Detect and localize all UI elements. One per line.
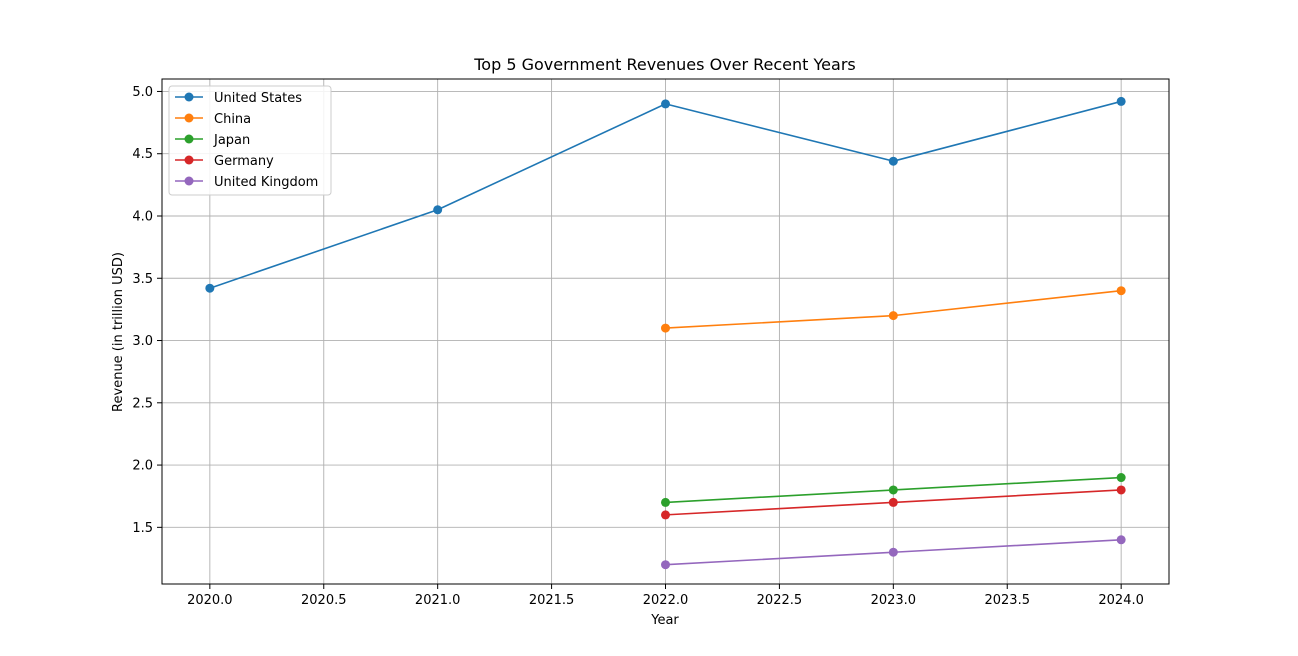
legend-label-germany: Germany	[214, 154, 274, 169]
data-point-united-states	[205, 283, 215, 293]
legend-label-united-kingdom: United Kingdom	[214, 175, 318, 190]
x-tick-label: 2022.0	[643, 593, 689, 608]
data-point-japan	[661, 497, 670, 507]
data-point-china	[888, 311, 898, 321]
series-united-states	[205, 96, 1126, 293]
data-point-japan	[888, 485, 898, 495]
data-point-china	[1116, 286, 1126, 296]
legend-marker-united-kingdom	[184, 176, 194, 186]
x-tick-label: 2023.0	[871, 593, 917, 608]
y-axis-title: Revenue (in trillion USD)	[111, 252, 126, 412]
data-point-united-states	[888, 156, 898, 166]
data-point-united-states	[1116, 96, 1126, 106]
grid-lines	[162, 79, 1169, 584]
y-axis-ticks: 1.5 2.0 2.5 3.0 3.5 4.0 4.5 5.0	[132, 85, 162, 536]
legend: United States China Japan Germany United Kin…	[168, 85, 332, 196]
x-tick-label: 2023.5	[984, 593, 1030, 608]
legend-label-japan: Japan	[213, 133, 250, 148]
data-point-united-states	[433, 205, 443, 215]
x-axis-ticks: 2020.0 2020.5 2021.0 2021.5 2022.0 2022.5 2023…	[187, 584, 1144, 608]
series-layer	[205, 96, 1126, 570]
series-japan	[661, 473, 1126, 507]
x-tick-label: 2024.0	[1098, 593, 1144, 608]
legend-marker-germany	[184, 155, 194, 165]
data-point-united-states	[661, 99, 670, 109]
legend-marker-japan	[184, 134, 194, 144]
y-tick-label: 3.5	[132, 272, 153, 287]
data-point-germany	[661, 510, 670, 520]
y-tick-label: 2.0	[132, 459, 153, 474]
y-tick-label: 1.5	[132, 521, 153, 536]
chart-title: Top 5 Government Revenues Over Recent Ye…	[473, 55, 855, 74]
data-point-china	[661, 323, 670, 333]
series-germany	[661, 485, 1126, 520]
x-tick-label: 2020.0	[187, 593, 233, 608]
series-united-kingdom	[661, 535, 1126, 570]
legend-label-united-states: United States	[214, 91, 302, 106]
x-axis-title: Year	[650, 613, 679, 628]
legend-box	[168, 85, 332, 196]
data-point-united-kingdom	[888, 547, 898, 557]
data-point-japan	[1116, 473, 1126, 483]
data-point-germany	[1116, 485, 1126, 495]
series-china	[661, 286, 1126, 333]
y-tick-label: 4.0	[132, 209, 153, 224]
y-tick-label: 5.0	[132, 85, 153, 100]
legend-marker-china	[184, 113, 194, 123]
y-tick-label: 2.5	[132, 396, 153, 411]
x-tick-label: 2021.0	[415, 593, 461, 608]
data-point-germany	[888, 497, 898, 507]
data-point-united-kingdom	[661, 560, 670, 570]
legend-label-china: China	[214, 112, 251, 127]
y-tick-label: 4.5	[132, 147, 153, 162]
legend-marker-united-states	[184, 92, 194, 102]
x-tick-label: 2022.5	[757, 593, 803, 608]
x-tick-label: 2021.5	[529, 593, 575, 608]
y-tick-label: 3.0	[132, 334, 153, 349]
data-point-united-kingdom	[1116, 535, 1126, 545]
x-tick-label: 2020.5	[301, 593, 347, 608]
